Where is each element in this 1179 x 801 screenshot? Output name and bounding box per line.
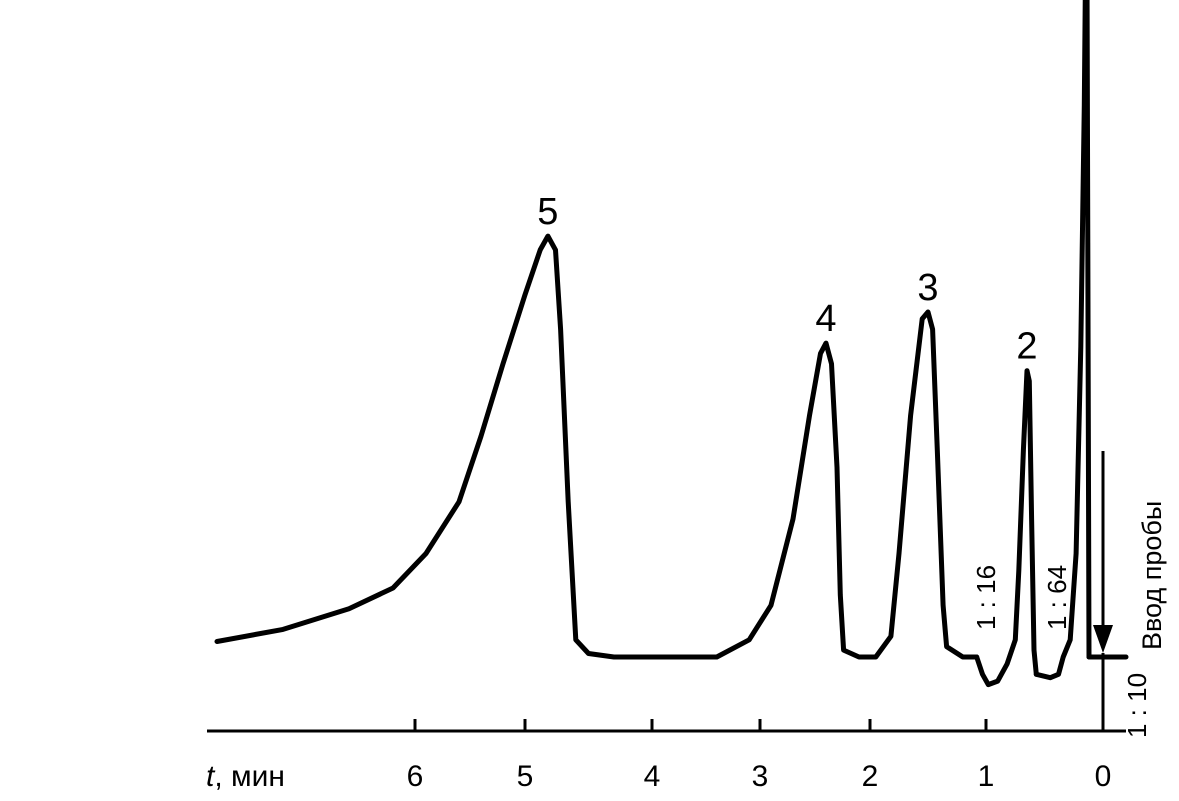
peak-label: 4 bbox=[815, 298, 836, 340]
series-segment-3 bbox=[1033, 0, 1092, 681]
x-axis-title-var: t bbox=[206, 760, 216, 793]
attenuation-label: 1 : 16 bbox=[971, 565, 1001, 630]
attenuation-labels: 1 : 16 1 : 64 1 : 10 bbox=[971, 565, 1152, 738]
x-tick-label: 3 bbox=[752, 760, 769, 793]
x-tick-label: 4 bbox=[644, 760, 661, 793]
peak-label: 5 bbox=[537, 191, 558, 233]
injection-label: Ввод пробы bbox=[1137, 501, 1167, 650]
x-tick-label: 0 bbox=[1095, 760, 1112, 793]
attenuation-label: 1 : 10 bbox=[1122, 673, 1152, 738]
series-segment-1 bbox=[214, 233, 980, 660]
injection-marker: Ввод пробы bbox=[1093, 451, 1167, 731]
peak-label: 3 bbox=[917, 267, 938, 309]
x-tick-label: 1 bbox=[978, 760, 995, 793]
x-axis: 6 5 4 3 2 1 0 t, мин bbox=[206, 719, 1126, 793]
peak-label: 2 bbox=[1016, 326, 1037, 368]
attenuation-label: 1 : 64 bbox=[1042, 565, 1072, 630]
plot-area bbox=[214, 0, 1129, 688]
x-axis-title-unit: , мин bbox=[214, 760, 285, 793]
x-axis-ticks: 6 5 4 3 2 1 0 bbox=[407, 719, 1112, 793]
injection-arrow-head bbox=[1093, 625, 1113, 653]
x-tick-label: 6 bbox=[407, 760, 424, 793]
x-axis-title: t, мин bbox=[206, 760, 285, 793]
series-segment-2 bbox=[974, 368, 1039, 688]
x-tick-label: 2 bbox=[862, 760, 879, 793]
x-tick-label: 5 bbox=[517, 760, 534, 793]
